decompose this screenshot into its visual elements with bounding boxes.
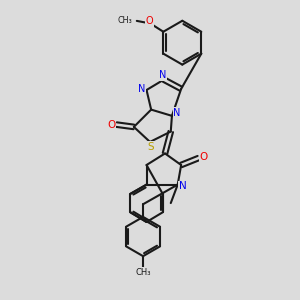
Text: N: N — [159, 70, 166, 80]
Text: O: O — [200, 152, 208, 162]
Text: O: O — [146, 16, 153, 26]
Text: CH₃: CH₃ — [135, 268, 151, 277]
Text: CH₃: CH₃ — [118, 16, 133, 25]
Text: N: N — [138, 84, 145, 94]
Text: S: S — [148, 142, 154, 152]
Text: N: N — [179, 182, 187, 191]
Text: O: O — [107, 120, 116, 130]
Text: N: N — [173, 108, 181, 118]
